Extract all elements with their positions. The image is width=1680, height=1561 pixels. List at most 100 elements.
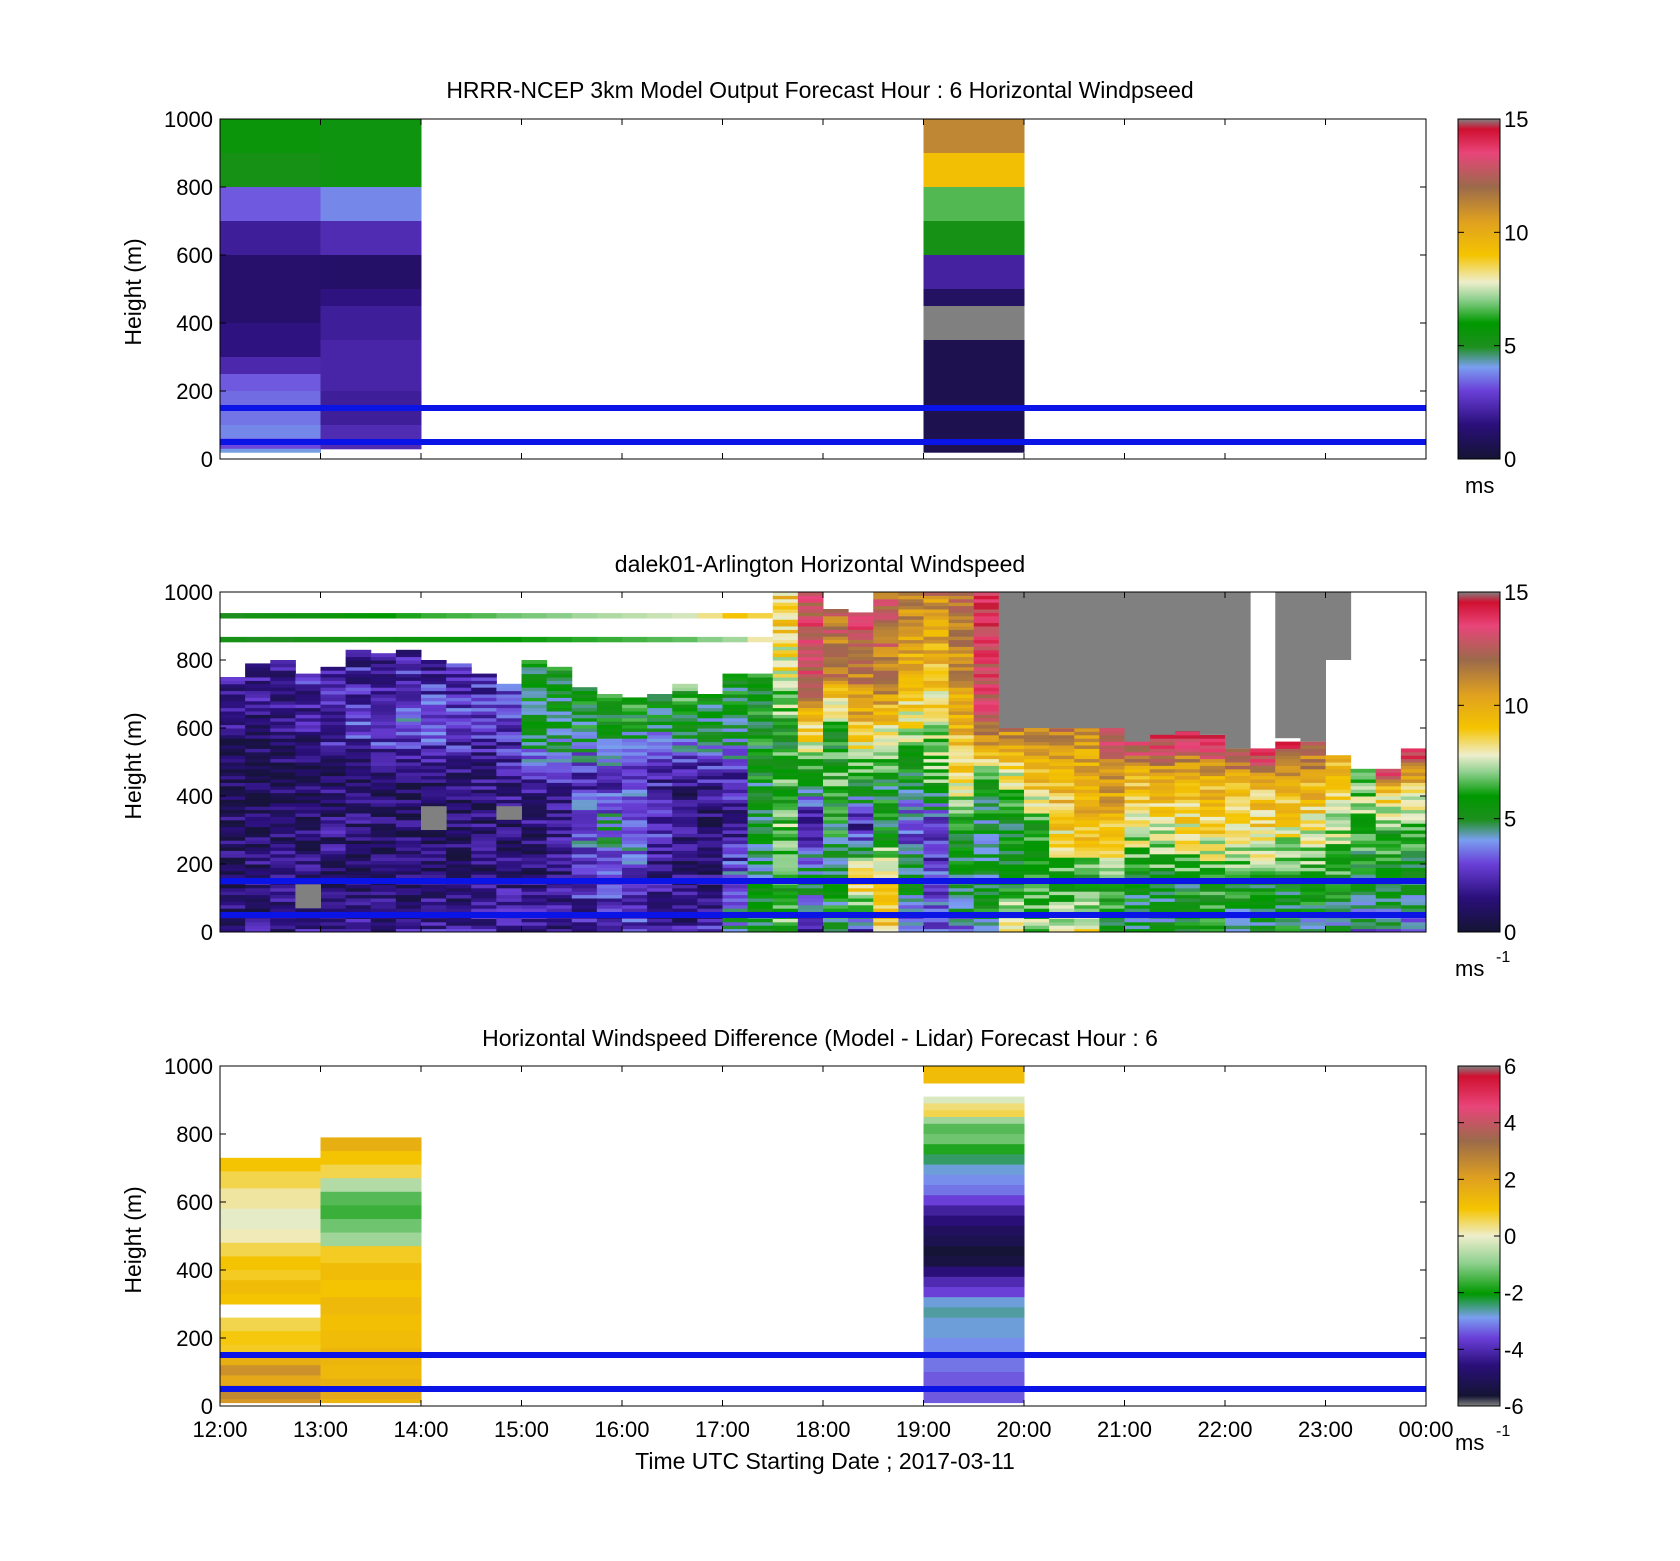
heatmap-cell (672, 700, 698, 705)
heatmap-cell (496, 758, 522, 763)
heatmap-cell (948, 663, 975, 668)
heatmap-cell (998, 734, 1025, 739)
heatmap-cell (923, 653, 950, 658)
heatmap-cell (1049, 802, 1075, 807)
heatmap-cell (1325, 925, 1352, 930)
heatmap-cell (923, 1307, 1025, 1319)
heatmap-cell (923, 1276, 1025, 1288)
heatmap-cell (596, 789, 623, 794)
heatmap-cell (220, 687, 246, 692)
heatmap-cell (446, 673, 472, 678)
heatmap-cell (596, 843, 623, 848)
heatmap-cell (923, 636, 950, 641)
heatmap-cell (923, 823, 950, 828)
heatmap-cell (1350, 806, 1377, 811)
heatmap-cell (1199, 891, 1226, 896)
heatmap-cell (898, 884, 924, 889)
heatmap-cell (370, 724, 397, 729)
heatmap-cell (948, 643, 975, 647)
heatmap-cell (320, 721, 347, 726)
heatmap-cell (446, 741, 472, 746)
heatmap-cell (345, 813, 372, 817)
heatmap-cell (1074, 830, 1100, 834)
heatmap-cell (295, 700, 321, 705)
heatmap-cell (471, 809, 497, 814)
heatmap-cell (873, 680, 899, 685)
heatmap-cell (220, 1331, 321, 1346)
heatmap-cell (848, 663, 874, 668)
heatmap-cell (948, 748, 975, 753)
heatmap-cell (345, 721, 372, 726)
heatmap-cell (722, 806, 749, 811)
heatmap-cell (1149, 745, 1176, 749)
heatmap-cell (345, 847, 372, 851)
heatmap-cell (370, 891, 397, 896)
heatmap-cell (1300, 870, 1326, 875)
heatmap-cell (1149, 755, 1176, 760)
heatmap-cell (421, 796, 447, 800)
heatmap-cell (220, 724, 246, 729)
heatmap-cell (345, 891, 372, 896)
heatmap-cell (395, 857, 422, 862)
heatmap-cell (471, 697, 497, 702)
heatmap-cell (747, 874, 774, 879)
heatmap-cell (948, 918, 975, 923)
heatmap-cell (220, 870, 246, 875)
heatmap-cell (848, 615, 874, 620)
heatmap-cell (1199, 819, 1226, 824)
heatmap-cell (395, 836, 422, 841)
heatmap-cell (245, 690, 271, 695)
heatmap-cell (370, 836, 397, 841)
heatmap-cell (1149, 867, 1176, 872)
heatmap-cell (973, 602, 1000, 607)
heatmap-cell (496, 762, 522, 766)
heatmap-cell (596, 925, 623, 930)
heatmap-cell (421, 833, 447, 838)
heatmap-cell (320, 255, 422, 290)
heatmap-cell (973, 775, 1000, 780)
heatmap-cell (697, 745, 723, 749)
heatmap-cell (797, 741, 824, 746)
heatmap-cell (722, 908, 749, 913)
heatmap-cell (1024, 782, 1050, 787)
heatmap-cell (998, 826, 1025, 831)
heatmap-cell (1400, 819, 1427, 824)
heatmap-cell (521, 772, 548, 777)
heatmap-cell (220, 836, 246, 841)
heatmap-cell (1074, 734, 1100, 739)
heatmap-cell (1024, 836, 1050, 841)
heatmap-cell (873, 894, 899, 899)
heatmap-cell (672, 755, 698, 760)
heatmap-cell (596, 738, 623, 743)
heatmap-cell (320, 867, 347, 872)
heatmap-cell (898, 629, 924, 634)
heatmap-cell (1149, 840, 1176, 845)
heatmap-cell (772, 666, 799, 671)
heatmap-cell (1124, 751, 1151, 756)
heatmap-cell (596, 867, 623, 872)
heatmap-cell (747, 925, 774, 930)
heatmap-cell (1400, 843, 1427, 848)
heatmap-cell (1400, 867, 1427, 872)
heatmap-cell (220, 255, 321, 290)
heatmap-cell (772, 660, 799, 664)
heatmap-cell (270, 853, 296, 858)
heatmap-cell (697, 711, 723, 715)
heatmap-cell (245, 745, 271, 749)
colorbar-tick-label: 15 (1504, 580, 1528, 605)
heatmap-cell (320, 792, 347, 797)
heatmap-cell (848, 847, 874, 851)
heatmap-cell (873, 802, 899, 807)
heatmap-cell (973, 887, 1000, 892)
heatmap-cell (496, 836, 522, 841)
heatmap-cell (220, 789, 246, 794)
y-tick-label: 1000 (164, 1054, 213, 1079)
heatmap-cell (973, 629, 1000, 634)
heatmap-cell (270, 850, 296, 855)
heatmap-cell (521, 816, 548, 821)
heatmap-cell (797, 782, 824, 787)
heatmap-cell (848, 653, 874, 658)
heatmap-cell (220, 448, 321, 453)
heatmap-cell (923, 887, 950, 892)
heatmap-cell (697, 908, 723, 913)
